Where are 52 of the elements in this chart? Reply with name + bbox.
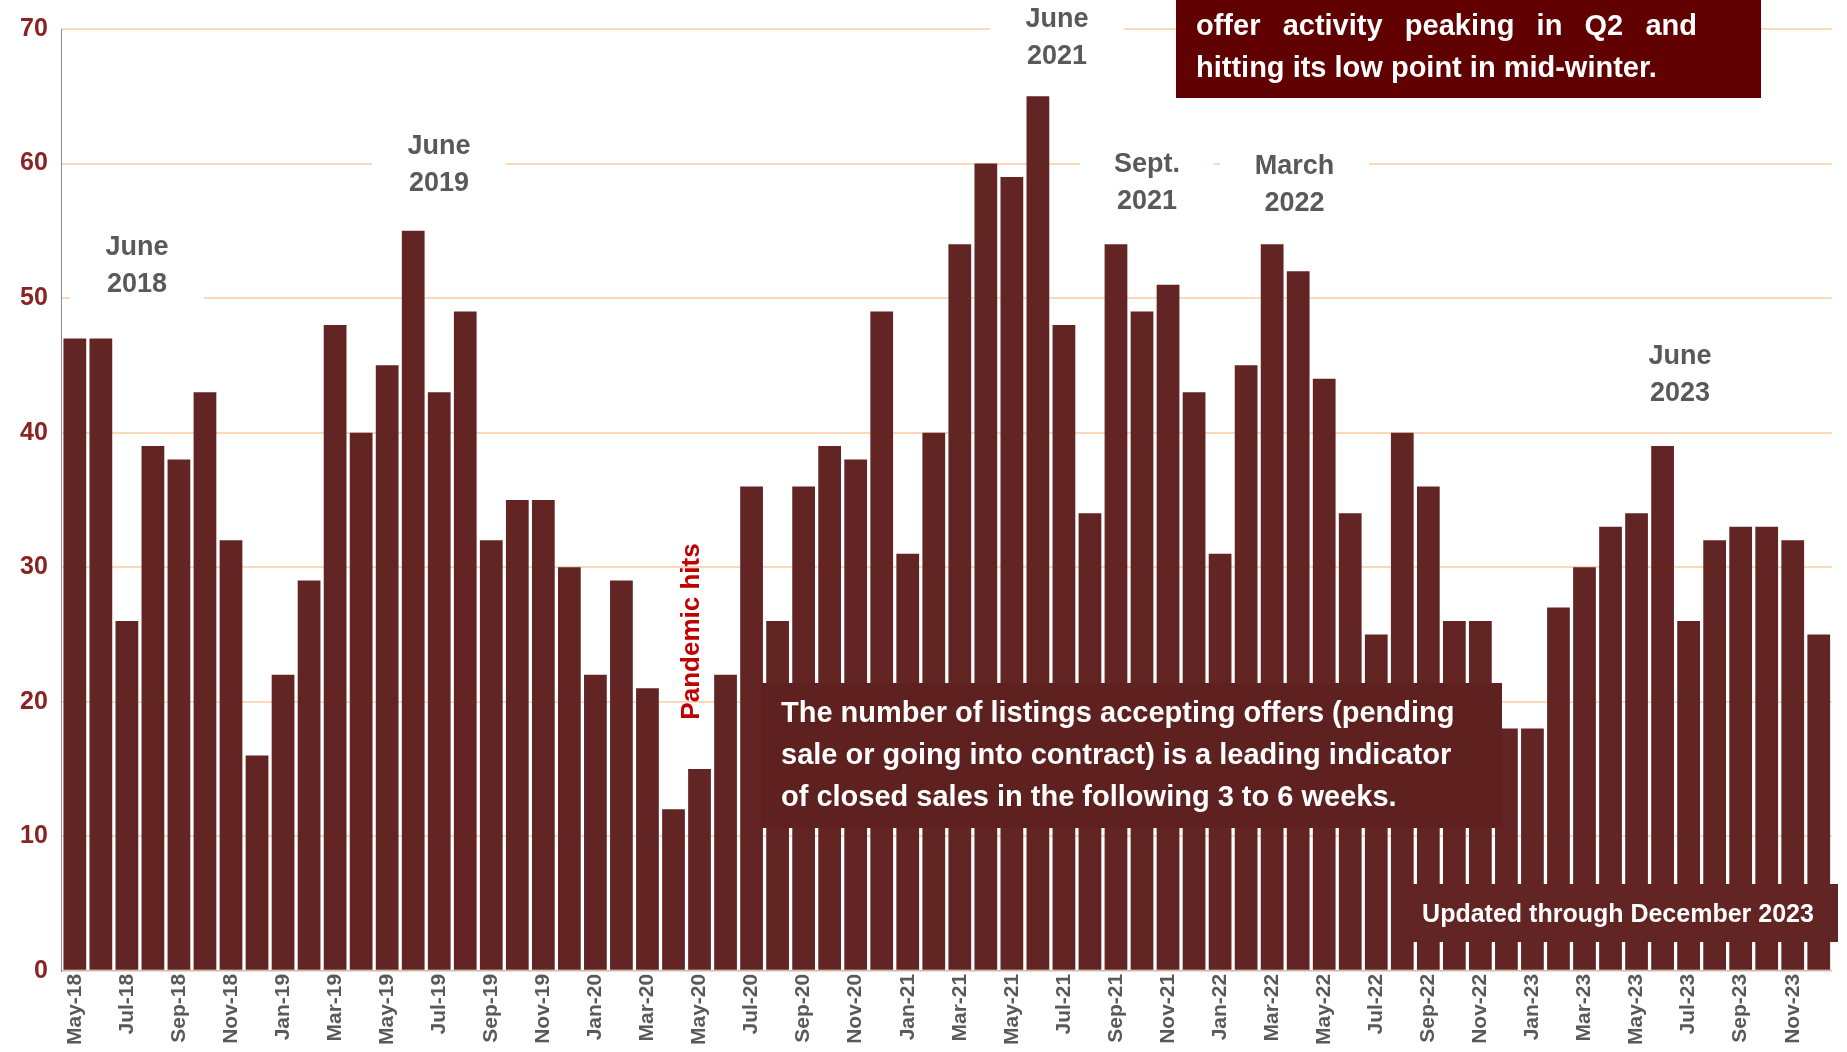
annotation: March 2022: [1220, 147, 1369, 221]
y-tick-label: 50: [20, 281, 48, 310]
x-tick-label: Sep-22: [1415, 973, 1439, 1043]
y-tick-label: 10: [20, 820, 48, 849]
x-tick-label: Nov-23: [1779, 973, 1803, 1044]
y-tick-label: 20: [20, 685, 48, 714]
x-tick-label: Jul-23: [1675, 973, 1699, 1035]
y-tick-label: 30: [20, 551, 48, 580]
x-tick-label: Mar-23: [1571, 973, 1595, 1042]
x-tick-label: Jan-21: [894, 973, 918, 1041]
x-tick-label: Jan-19: [269, 973, 293, 1041]
annotation: offer activity peaking in Q2 and hitting its low point in mid-winter.: [1176, 0, 1761, 98]
x-tick-label: May-22: [1311, 973, 1334, 1045]
x-tick-label: May-18: [61, 973, 85, 1045]
x-tick-label: Nov-20: [842, 973, 866, 1044]
x-tick-label: Sep-20: [790, 973, 814, 1043]
x-tick-label: Sep-19: [478, 973, 502, 1043]
x-tick-label: Jul-19: [426, 973, 450, 1035]
annotation: June 2018: [70, 228, 204, 302]
annotation: Sept. 2021: [1080, 145, 1214, 219]
x-tick-label: May-23: [1623, 973, 1647, 1045]
x-tick-label: Sep-18: [165, 973, 189, 1043]
x-tick-label: May-21: [998, 973, 1022, 1045]
x-tick-label: Mar-20: [634, 973, 658, 1042]
x-tick-label: Jul-22: [1363, 973, 1387, 1035]
x-tick-label: Sep-21: [1102, 973, 1126, 1043]
x-tick-label: Nov-21: [1154, 973, 1178, 1044]
x-tick-label: May-19: [373, 973, 397, 1045]
x-tick-label: Mar-21: [946, 973, 970, 1042]
x-tick-label: Mar-19: [321, 973, 345, 1042]
x-tick-label: Nov-22: [1467, 973, 1491, 1044]
annotation: June 2019: [372, 127, 506, 201]
annotation: June 2021: [990, 0, 1124, 74]
x-tick-label: Nov-18: [217, 973, 241, 1044]
x-tick-label: Jul-20: [738, 973, 762, 1035]
annotation: Updated through December 2023: [1398, 884, 1838, 942]
y-tick-label: 40: [20, 416, 48, 445]
x-tick-label: Jan-22: [1206, 973, 1230, 1041]
x-tick-label: Jul-21: [1050, 973, 1074, 1035]
y-tick-label: 70: [20, 12, 48, 41]
x-tick-label: May-20: [686, 973, 710, 1045]
x-tick-label: Sep-23: [1727, 973, 1751, 1043]
x-tick-label: Mar-22: [1258, 973, 1282, 1042]
y-tick-label: 60: [20, 147, 48, 176]
annotation: The number of listings accepting offers (pending sale or going into contract) is a leading indicator of closed sales in the following 3 to 6 weeks.: [761, 683, 1502, 828]
annotation: Pandemic hits: [674, 542, 706, 722]
x-tick-label: Jul-18: [113, 973, 137, 1035]
x-tick-label: Jan-20: [582, 973, 606, 1041]
x-tick-label: Nov-19: [530, 973, 554, 1044]
annotation: June 2023: [1613, 337, 1747, 411]
y-tick-label: 0: [33, 954, 48, 983]
x-tick-label: Jan-23: [1519, 973, 1543, 1041]
